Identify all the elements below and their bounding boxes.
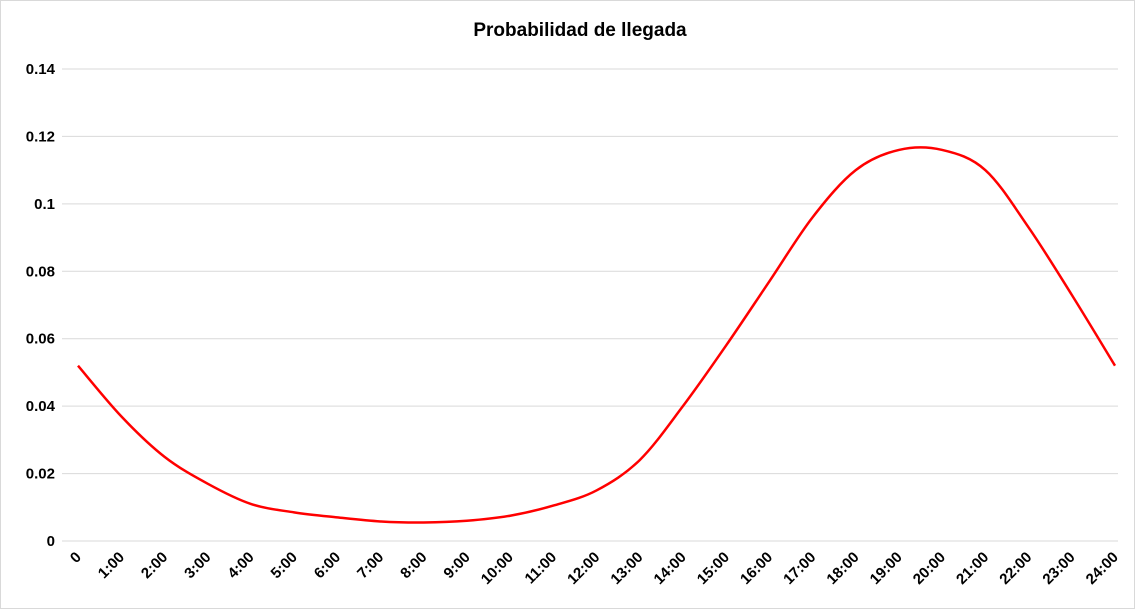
y-tick-label: 0.02 (26, 466, 55, 483)
y-tick-label: 0.12 (26, 128, 55, 145)
y-tick-label: 0 (47, 533, 55, 550)
y-tick-label: 0.06 (26, 331, 55, 348)
y-tick-label: 0.1 (34, 196, 55, 213)
y-tick-label: 0.08 (26, 263, 55, 280)
y-tick-label: 0.04 (26, 398, 56, 415)
chart-title: Probabilidad de llegada (473, 20, 687, 41)
y-tick-label: 0.14 (26, 61, 56, 78)
line (77, 146, 1117, 524)
